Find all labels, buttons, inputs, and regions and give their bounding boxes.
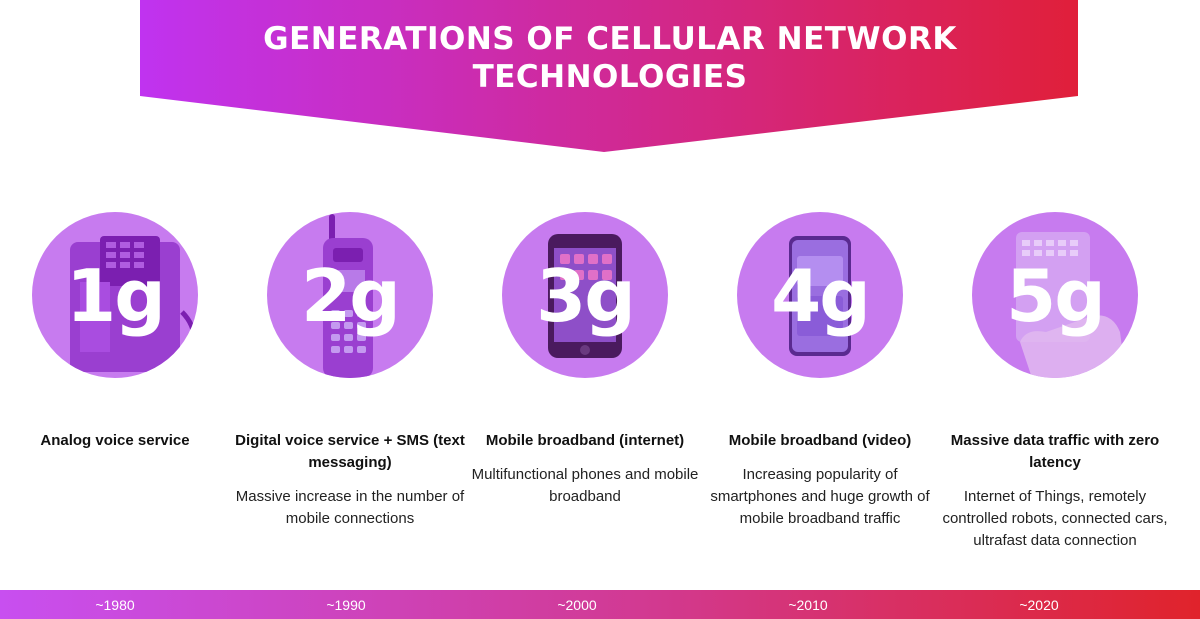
generation-3g: 3g Mobile broadband (internet) Multifunc… bbox=[470, 200, 700, 508]
generation-2g-circle: 2g bbox=[267, 212, 433, 378]
generation-heading: Analog voice service bbox=[40, 432, 190, 449]
title-banner: GENERATIONS OF CELLULAR NETWORK TECHNOLO… bbox=[0, 0, 1200, 160]
keypad-phone-icon bbox=[323, 214, 373, 378]
generation-heading: Mobile broadband (internet) bbox=[485, 432, 685, 449]
early-smartphone-icon bbox=[548, 234, 622, 358]
brick-phone-icon bbox=[70, 236, 197, 372]
title-line-2: TECHNOLOGIES bbox=[472, 59, 748, 95]
generation-description: Increasing popularity of smartphones and… bbox=[710, 466, 930, 527]
transparent-phone-icon bbox=[1016, 232, 1126, 378]
generation-3g-circle: 3g bbox=[502, 212, 668, 378]
generation-label: 4g bbox=[771, 254, 871, 338]
generation-4g-circle: 4g bbox=[737, 212, 903, 378]
timeline-year: ~2000 bbox=[557, 597, 597, 613]
timeline-year: ~1990 bbox=[326, 597, 366, 613]
generation-label: 5g bbox=[1006, 254, 1106, 338]
generation-1g: 1g Analog voice service bbox=[0, 200, 230, 464]
page-title: GENERATIONS OF CELLULAR NETWORK TECHNOLO… bbox=[190, 20, 1030, 96]
generation-4g: 4g Mobile broadband (video) Increasing p… bbox=[705, 200, 935, 530]
generation-5g: 5g Massive data traffic with zero latenc… bbox=[940, 200, 1170, 552]
generation-heading: Digital voice service + SMS (text messag… bbox=[235, 432, 465, 471]
timeline-bar: ~1980 ~1990 ~2000 ~2010 ~2020 bbox=[0, 590, 1200, 619]
title-line-1: GENERATIONS OF CELLULAR NETWORK bbox=[263, 21, 957, 57]
generation-5g-circle: 5g bbox=[972, 212, 1138, 378]
modern-smartphone-icon bbox=[789, 236, 851, 356]
banner-shape bbox=[140, 0, 1078, 152]
generation-description: Internet of Things, remotely controlled … bbox=[942, 488, 1168, 549]
generation-heading: Massive data traffic with zero latency bbox=[950, 432, 1160, 471]
generation-description: Massive increase in the number of mobile… bbox=[235, 488, 465, 527]
generation-label: 2g bbox=[301, 254, 401, 338]
generation-2g: 2g Digital voice service + SMS (text mes… bbox=[235, 200, 465, 530]
generation-label: 1g bbox=[66, 254, 166, 338]
timeline-year: ~2020 bbox=[1019, 597, 1059, 613]
generation-heading: Mobile broadband (video) bbox=[728, 432, 912, 449]
timeline-year: ~2010 bbox=[788, 597, 828, 613]
generation-label: 3g bbox=[536, 254, 636, 338]
timeline-year: ~1980 bbox=[95, 597, 135, 613]
generation-1g-circle: 1g bbox=[32, 212, 198, 378]
generation-description: Multifunctional phones and mobile broadb… bbox=[471, 466, 699, 505]
